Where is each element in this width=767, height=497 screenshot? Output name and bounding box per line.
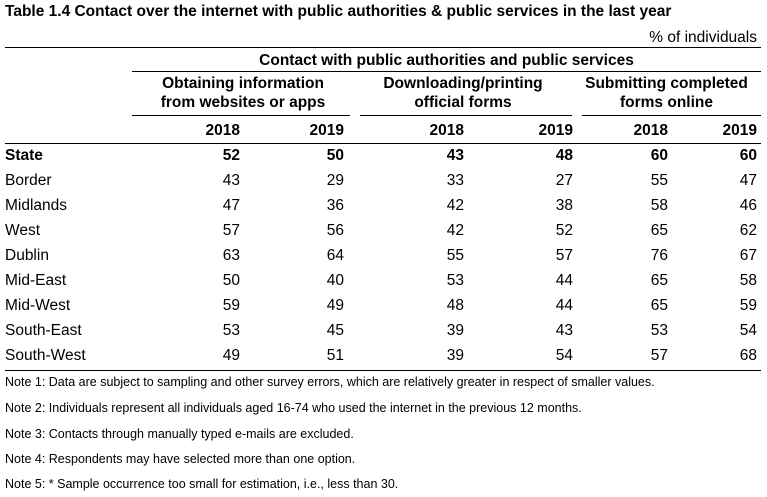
note-4: Note 4: Respondents may have selected mo…	[5, 452, 356, 466]
year-header: 2019	[722, 122, 757, 139]
table-cell: 67	[739, 247, 757, 264]
table-cell: 53	[446, 272, 464, 289]
table-cell: 56	[326, 222, 344, 239]
table-cell: 42	[446, 197, 464, 214]
group-rule-2	[360, 115, 572, 116]
table-cell: 59	[739, 297, 757, 314]
row-label: South-East	[5, 322, 82, 339]
table-cell: 64	[326, 247, 344, 264]
top-rule	[5, 47, 761, 48]
row-label: Mid-East	[5, 272, 67, 289]
table-cell: 44	[555, 272, 573, 289]
row-label: Mid-West	[5, 297, 71, 314]
table-cell: 55	[446, 247, 464, 264]
group-header-obtaining-line2: from websites or apps	[160, 94, 326, 111]
table-cell: 39	[446, 347, 464, 364]
table-cell: 49	[222, 347, 240, 364]
table-cell: 27	[555, 172, 573, 189]
table-cell: 36	[326, 197, 344, 214]
table-cell: 65	[650, 222, 668, 239]
row-label: South-West	[5, 347, 86, 364]
unit-label: % of individuals	[649, 29, 757, 46]
table-cell: 58	[739, 272, 757, 289]
table-cell: 60	[650, 147, 668, 164]
group-header-downloading-line2: official forms	[414, 94, 512, 111]
table-cell: 42	[446, 222, 464, 239]
table-cell: 53	[222, 322, 240, 339]
row-label: Border	[5, 172, 52, 189]
group-rule-3	[582, 115, 761, 116]
table-cell: 65	[650, 272, 668, 289]
table-cell: 50	[222, 272, 240, 289]
table-cell: 47	[222, 197, 240, 214]
table-cell: 52	[222, 147, 240, 164]
table-cell: 53	[650, 322, 668, 339]
table-cell: 57	[222, 222, 240, 239]
table-cell: 57	[650, 347, 668, 364]
group-header-downloading-line1: Downloading/printing	[383, 75, 543, 92]
table-cell: 65	[650, 297, 668, 314]
year-header: 2018	[633, 122, 668, 139]
table-cell: 55	[650, 172, 668, 189]
table-cell: 54	[555, 347, 573, 364]
table-cell: 76	[650, 247, 668, 264]
table-cell: 43	[222, 172, 240, 189]
super-header-rule	[132, 71, 761, 72]
group-rule-1	[132, 115, 350, 116]
table-cell: 60	[739, 147, 757, 164]
row-label: West	[5, 222, 41, 239]
year-header: 2018	[205, 122, 240, 139]
group-header-submitting-line2: forms online	[619, 94, 713, 111]
table-cell: 49	[326, 297, 344, 314]
table-cell: 40	[326, 272, 344, 289]
bottom-rule	[5, 370, 761, 371]
note-2: Note 2: Individuals represent all indivi…	[5, 401, 582, 415]
table-cell: 45	[326, 322, 344, 339]
super-header: Contact with public authorities and publ…	[259, 52, 634, 69]
row-label: Midlands	[5, 197, 68, 214]
header-bottom-rule	[5, 143, 761, 144]
table-cell: 48	[555, 147, 573, 164]
table-cell: 43	[446, 147, 464, 164]
table-cell: 52	[555, 222, 573, 239]
table-cell: 58	[650, 197, 668, 214]
table-cell: 46	[739, 197, 757, 214]
note-1: Note 1: Data are subject to sampling and…	[5, 375, 655, 389]
table-cell: 38	[555, 197, 573, 214]
note-5: Note 5: * Sample occurrence too small fo…	[5, 477, 399, 491]
group-header-submitting-line1: Submitting completed	[585, 75, 748, 92]
row-label: Dublin	[5, 247, 49, 264]
table-cell: 50	[326, 147, 344, 164]
table-cell: 63	[222, 247, 240, 264]
table-cell: 68	[739, 347, 757, 364]
table-cell: 57	[555, 247, 573, 264]
group-header-obtaining-line1: Obtaining information	[162, 75, 324, 92]
table-cell: 54	[739, 322, 757, 339]
table-cell: 47	[739, 172, 757, 189]
table-cell: 48	[446, 297, 464, 314]
table-cell: 59	[222, 297, 240, 314]
table-cell: 29	[326, 172, 344, 189]
table-cell: 62	[739, 222, 757, 239]
year-header: 2018	[429, 122, 464, 139]
table-cell: 43	[555, 322, 573, 339]
year-header: 2019	[309, 122, 344, 139]
table-cell: 33	[446, 172, 464, 189]
note-3: Note 3: Contacts through manually typed …	[5, 427, 354, 441]
table-title: Table 1.4 Contact over the internet with…	[5, 3, 672, 20]
table-cell: 39	[446, 322, 464, 339]
table-cell: 44	[555, 297, 573, 314]
row-label: State	[5, 147, 43, 164]
year-header: 2019	[538, 122, 573, 139]
table-cell: 51	[326, 347, 344, 364]
